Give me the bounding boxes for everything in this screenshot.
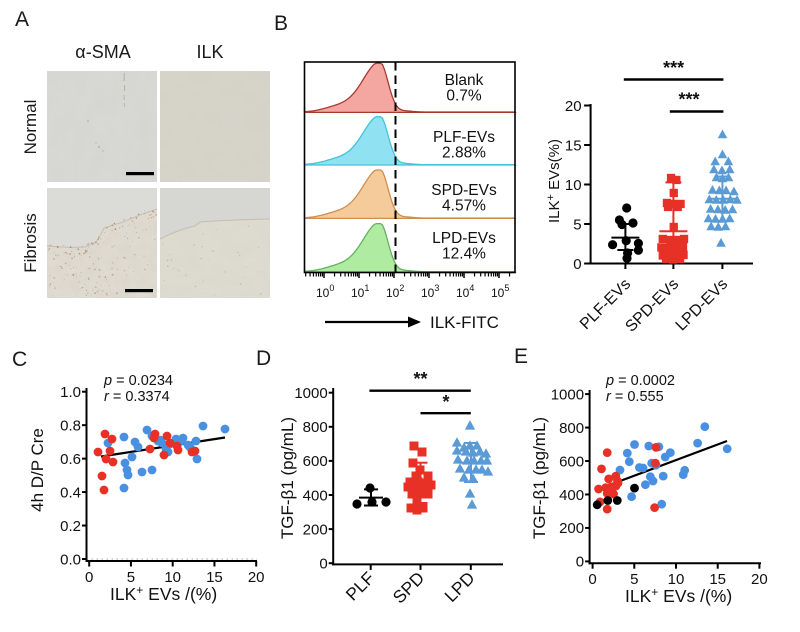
svg-text:4h D/P Cre: 4h D/P Cre bbox=[28, 428, 47, 512]
svg-text:*: * bbox=[442, 392, 449, 412]
svg-text:ILK-FITC: ILK-FITC bbox=[430, 313, 499, 332]
svg-text:1.0: 1.0 bbox=[60, 384, 81, 401]
svg-text:0: 0 bbox=[576, 554, 584, 571]
svg-text:***: *** bbox=[678, 90, 699, 110]
svg-text:0: 0 bbox=[85, 569, 93, 586]
svg-text:ILK+ EVs(%): ILK+ EVs(%) bbox=[545, 139, 563, 223]
svg-text:2.88%: 2.88% bbox=[442, 144, 486, 161]
svg-text:E: E bbox=[514, 345, 528, 368]
svg-text:LPD-EVs: LPD-EVs bbox=[432, 230, 496, 247]
svg-text:5: 5 bbox=[127, 569, 135, 586]
svg-text:Blank: Blank bbox=[445, 72, 484, 89]
svg-text:400: 400 bbox=[303, 487, 328, 504]
svg-text:200: 200 bbox=[303, 521, 328, 538]
svg-text:ILK+ EVs /(%): ILK+ EVs /(%) bbox=[110, 583, 217, 604]
svg-text:Fibrosis: Fibrosis bbox=[21, 213, 40, 273]
svg-text:10: 10 bbox=[164, 569, 181, 586]
svg-text:0: 0 bbox=[588, 571, 596, 588]
svg-text:Normal: Normal bbox=[21, 100, 40, 155]
svg-text:15: 15 bbox=[565, 137, 582, 154]
svg-text:5: 5 bbox=[630, 571, 638, 588]
svg-text:15: 15 bbox=[206, 569, 223, 586]
svg-text:C: C bbox=[12, 348, 27, 371]
svg-text:600: 600 bbox=[303, 453, 328, 470]
svg-text:20: 20 bbox=[248, 569, 265, 586]
svg-text:ILK: ILK bbox=[196, 42, 223, 62]
svg-text:***: *** bbox=[663, 58, 684, 78]
svg-text:0.2: 0.2 bbox=[60, 518, 81, 535]
svg-text:5: 5 bbox=[573, 216, 581, 233]
svg-text:0: 0 bbox=[573, 256, 581, 273]
svg-text:0.0: 0.0 bbox=[60, 551, 81, 568]
svg-text:SPD-EVs: SPD-EVs bbox=[431, 182, 497, 199]
svg-text:1000: 1000 bbox=[294, 385, 327, 402]
svg-text:TGF-β1 (pg/mL): TGF-β1 (pg/mL) bbox=[530, 417, 549, 539]
svg-text:20: 20 bbox=[565, 98, 582, 115]
svg-text:0.7%: 0.7% bbox=[446, 87, 482, 104]
svg-text:15: 15 bbox=[709, 571, 726, 588]
svg-text:B: B bbox=[274, 12, 288, 35]
svg-text:A: A bbox=[15, 8, 29, 31]
svg-text:0.8: 0.8 bbox=[60, 417, 81, 434]
svg-text:600: 600 bbox=[559, 453, 584, 470]
svg-text:0: 0 bbox=[319, 556, 327, 573]
svg-text:p = 0.0002: p = 0.0002 bbox=[605, 373, 675, 389]
svg-text:4.57%: 4.57% bbox=[442, 197, 486, 214]
svg-text:800: 800 bbox=[559, 420, 584, 437]
svg-text:TGF-β1 (pg/mL): TGF-β1 (pg/mL) bbox=[278, 417, 297, 539]
svg-text:PLF-EVs: PLF-EVs bbox=[433, 129, 495, 146]
svg-text:D: D bbox=[256, 347, 271, 370]
svg-text:ILK+ EVs /(%): ILK+ EVs /(%) bbox=[625, 585, 732, 606]
svg-text:400: 400 bbox=[559, 487, 584, 504]
svg-text:800: 800 bbox=[303, 419, 328, 436]
svg-text:20: 20 bbox=[751, 571, 768, 588]
svg-text:**: ** bbox=[413, 369, 427, 389]
svg-text:r = 0.3374: r = 0.3374 bbox=[104, 389, 170, 405]
svg-text:12.4%: 12.4% bbox=[442, 245, 486, 262]
svg-text:0.4: 0.4 bbox=[60, 484, 81, 501]
svg-text:α-SMA: α-SMA bbox=[75, 42, 130, 62]
svg-text:200: 200 bbox=[559, 520, 584, 537]
svg-text:p = 0.0234: p = 0.0234 bbox=[103, 373, 173, 389]
svg-text:r = 0.555: r = 0.555 bbox=[606, 389, 664, 405]
svg-text:10: 10 bbox=[668, 571, 685, 588]
svg-text:1000: 1000 bbox=[551, 386, 584, 403]
svg-text:0.6: 0.6 bbox=[60, 451, 81, 468]
svg-text:10: 10 bbox=[565, 177, 582, 194]
